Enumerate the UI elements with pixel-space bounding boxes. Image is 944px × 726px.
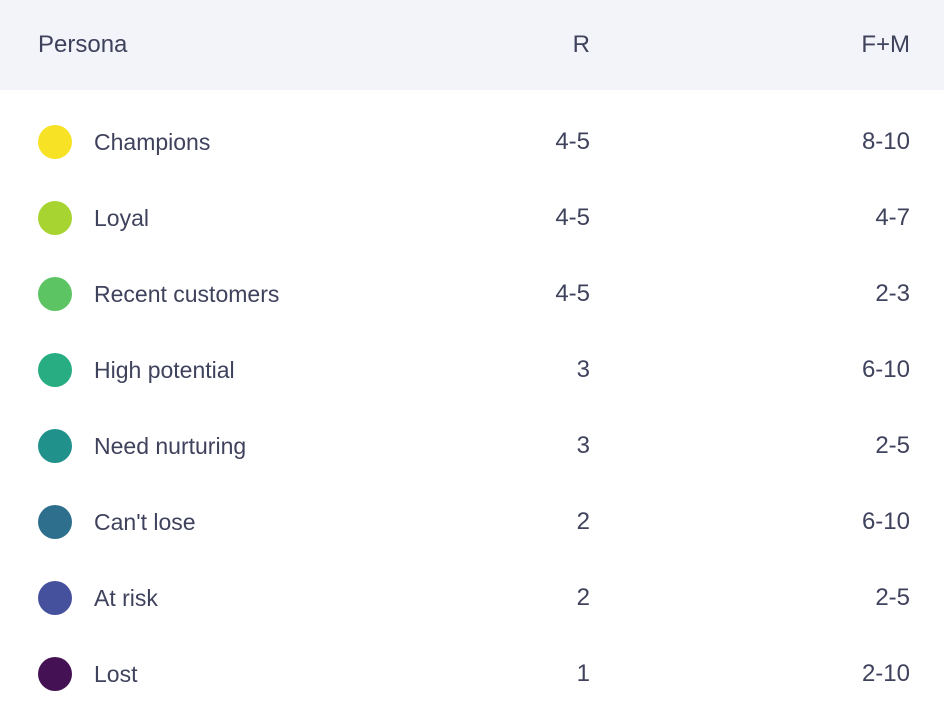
r-value: 4-5 bbox=[555, 128, 590, 155]
persona-label: Can't lose bbox=[94, 508, 196, 535]
column-header-persona: Persona bbox=[38, 31, 128, 58]
table-header-row: Persona R F+M bbox=[0, 0, 944, 90]
column-header-r: R bbox=[572, 31, 590, 58]
fm-value: 2-3 bbox=[875, 280, 910, 307]
column-header-fm: F+M bbox=[861, 31, 910, 58]
persona-color-dot-icon bbox=[38, 125, 72, 159]
r-value: 3 bbox=[576, 432, 590, 459]
r-value: 2 bbox=[576, 508, 590, 535]
fm-value: 2-10 bbox=[861, 660, 910, 687]
persona-label: At risk bbox=[94, 584, 158, 611]
r-value: 3 bbox=[576, 356, 590, 383]
table-row: Can't lose 2 6-10 bbox=[0, 484, 944, 560]
table-row: Lost 1 2-10 bbox=[0, 636, 944, 712]
persona-label: Loyal bbox=[94, 204, 149, 231]
persona-color-dot-icon bbox=[38, 201, 72, 235]
r-value: 1 bbox=[576, 660, 590, 687]
r-value: 2 bbox=[576, 584, 590, 611]
persona-color-dot-icon bbox=[38, 277, 72, 311]
fm-value: 2-5 bbox=[875, 432, 910, 459]
table-row: Loyal 4-5 4-7 bbox=[0, 180, 944, 256]
persona-color-dot-icon bbox=[38, 657, 72, 691]
fm-value: 4-7 bbox=[875, 204, 910, 231]
fm-value: 8-10 bbox=[861, 128, 910, 155]
persona-label: High potential bbox=[94, 356, 235, 383]
fm-value: 6-10 bbox=[861, 508, 910, 535]
table-row: Champions 4-5 8-10 bbox=[0, 104, 944, 180]
persona-color-dot-icon bbox=[38, 353, 72, 387]
r-value: 4-5 bbox=[555, 280, 590, 307]
table-row: Need nurturing 3 2-5 bbox=[0, 408, 944, 484]
table-body: Champions 4-5 8-10 Loyal 4-5 4-7 Recent … bbox=[0, 104, 944, 726]
persona-label: Lost bbox=[94, 660, 138, 687]
fm-value: 6-10 bbox=[861, 356, 910, 383]
persona-label: Champions bbox=[94, 128, 211, 155]
table-row: Recent customers 4-5 2-3 bbox=[0, 256, 944, 332]
table-row: High potential 3 6-10 bbox=[0, 332, 944, 408]
r-value: 4-5 bbox=[555, 204, 590, 231]
persona-color-dot-icon bbox=[38, 581, 72, 615]
persona-color-dot-icon bbox=[38, 429, 72, 463]
fm-value: 2-5 bbox=[875, 584, 910, 611]
persona-color-dot-icon bbox=[38, 505, 72, 539]
persona-label: Need nurturing bbox=[94, 432, 247, 459]
table-row: At risk 2 2-5 bbox=[0, 560, 944, 636]
persona-label: Recent customers bbox=[94, 280, 280, 307]
